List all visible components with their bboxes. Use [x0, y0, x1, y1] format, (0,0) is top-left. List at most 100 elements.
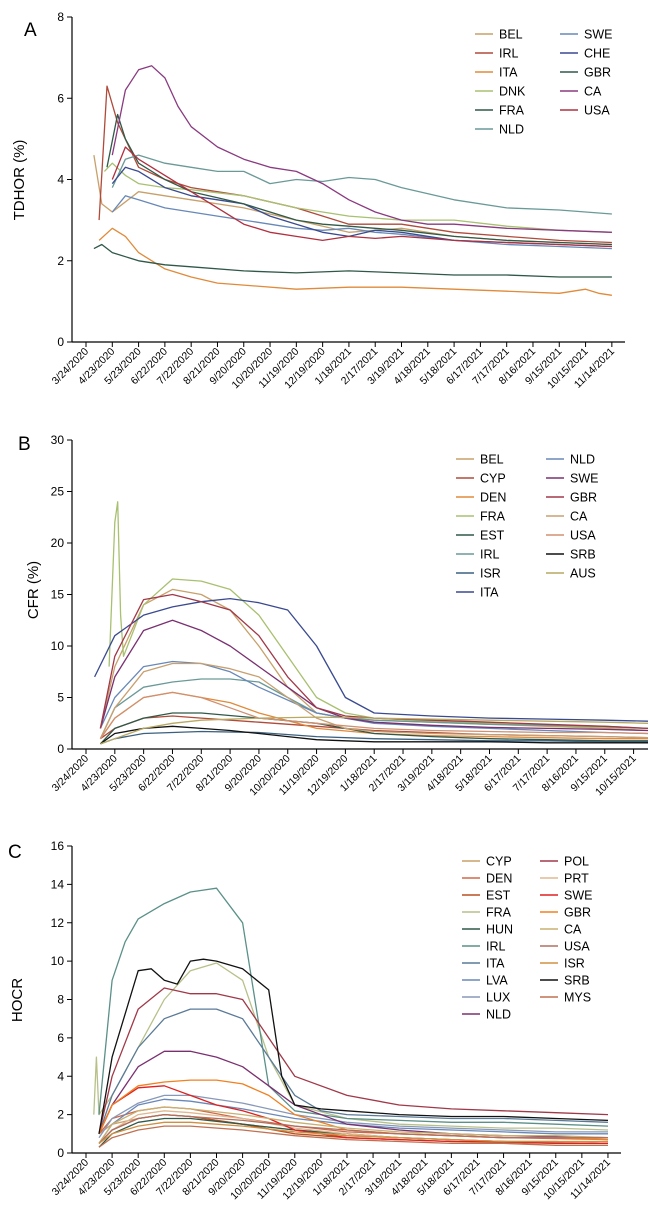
legend: CYP DEN EST FRA HUN IRL ITA LVA LUX NLD POL PRT SWE G… — [462, 855, 592, 1022]
legend-label-swe: SWE — [570, 472, 598, 486]
y-tick-label: 12 — [51, 916, 65, 930]
legend-label-nld: NLD — [570, 453, 595, 467]
legend-label-nld: NLD — [499, 123, 524, 137]
panel-b-plot: 0510152025303/24/20204/23/20205/23/20206… — [50, 433, 649, 798]
series-line-usa — [98, 1113, 608, 1144]
series-line-ita — [98, 227, 612, 296]
legend-label-den: DEN — [486, 872, 512, 886]
series-line-gbr — [99, 593, 649, 730]
series-line-nld — [111, 154, 612, 215]
legend-label-ca: CA — [570, 510, 588, 524]
panel-c-plot: 02468101214163/24/20204/23/20205/23/2020… — [50, 839, 621, 1202]
legend-label-srb: SRB — [564, 974, 590, 988]
series-line-ca — [111, 65, 612, 233]
series-line-dnk — [103, 162, 612, 233]
panel-c-letter: C — [8, 842, 22, 863]
panel-a: A TDHOR (%) 024683/24/20204/23/20205/23/… — [11, 10, 625, 391]
series-line-gbr — [106, 113, 612, 246]
y-tick-label: 4 — [57, 173, 64, 187]
y-tick-label: 25 — [51, 485, 65, 499]
series-line-nld — [99, 660, 649, 735]
series-line-irl — [99, 678, 649, 739]
series-line-lva — [98, 1098, 608, 1144]
panel-a-ylabel: TDHOR (%) — [11, 140, 28, 221]
panel-b: B CFR (%) 0510152025303/24/20204/23/2020… — [18, 433, 649, 798]
legend-label-pol: POL — [564, 855, 589, 869]
series-line-che — [111, 166, 612, 248]
legend-label-irl: IRL — [486, 940, 506, 954]
legend-label-dnk: DNK — [499, 85, 526, 99]
legend-label-aus: AUS — [570, 567, 596, 581]
legend-label-gbr: GBR — [570, 491, 597, 505]
legend-label-fra: FRA — [499, 104, 525, 118]
y-tick-label: 10 — [51, 639, 65, 653]
legend-label-fra: FRA — [480, 510, 506, 524]
series-line-bel — [93, 154, 612, 246]
series-line-isr — [100, 730, 648, 745]
series-line-fra — [93, 962, 609, 1131]
y-tick-label: 0 — [57, 742, 64, 756]
legend-label-swe: SWE — [584, 28, 612, 42]
legend-label-lva: LVA — [486, 974, 508, 988]
y-tick-label: 15 — [51, 588, 65, 602]
series-line-swe — [99, 619, 649, 732]
legend-label-srb: SRB — [570, 548, 596, 562]
panel-b-ylabel: CFR (%) — [25, 561, 42, 619]
series-line-mys — [98, 1125, 608, 1148]
panel-c-ylabel: HOCR — [9, 978, 26, 1022]
legend-label-ita: ITA — [486, 957, 505, 971]
y-tick-label: 6 — [57, 91, 64, 105]
legend-label-usa: USA — [570, 529, 596, 543]
series-line-pol — [98, 987, 609, 1134]
legend-label-mys: MYS — [564, 991, 591, 1005]
y-tick-label: 8 — [57, 993, 64, 1007]
series-line-ca — [99, 662, 649, 739]
series-line-fra — [108, 501, 649, 730]
y-tick-label: 8 — [57, 10, 64, 24]
legend: BEL IRL ITA DNK FRA NLD SWE CHE GBR CA USA — [475, 28, 612, 137]
legend-label-che: CHE — [584, 47, 610, 61]
series-line-nld — [98, 1050, 609, 1139]
series-line-srb — [98, 958, 609, 1134]
legend-label-gbr: GBR — [584, 66, 611, 80]
legend-label-ca: CA — [584, 85, 602, 99]
series-line-usa — [99, 691, 649, 740]
legend-label-isr: ISR — [564, 957, 585, 971]
legend-label-den: DEN — [480, 491, 506, 505]
series-line-aus — [100, 716, 649, 745]
y-tick-label: 10 — [51, 954, 65, 968]
legend-label-irl: IRL — [499, 47, 519, 61]
legend-label-ca: CA — [564, 923, 582, 937]
legend-label-est: EST — [486, 889, 511, 903]
legend-label-nld: NLD — [486, 1008, 511, 1022]
legend-label-bel: BEL — [499, 28, 523, 42]
legend-label-est: EST — [480, 529, 505, 543]
legend-label-usa: USA — [584, 104, 610, 118]
panel-b-letter: B — [18, 434, 31, 455]
legend-label-ita: ITA — [480, 586, 499, 600]
legend-label-prt: PRT — [564, 872, 589, 886]
legend-label-fra: FRA — [486, 906, 512, 920]
y-tick-label: 0 — [57, 1146, 64, 1160]
series-line-isr — [98, 1121, 608, 1144]
series-line-fra — [93, 243, 612, 278]
panel-a-plot: 024683/24/20204/23/20205/23/20206/22/202… — [50, 10, 625, 391]
legend-label-gbr: GBR — [564, 906, 591, 920]
legend-label-usa: USA — [564, 940, 590, 954]
series-line-lux — [98, 1094, 608, 1139]
series-line-swe — [111, 195, 612, 250]
series-line-bel — [99, 588, 649, 732]
legend: BEL CYP DEN FRA EST IRL ISR ITA NLD SWE GBR CA USA SR… — [456, 453, 598, 600]
y-tick-label: 2 — [57, 1108, 64, 1122]
y-tick-label: 20 — [51, 536, 65, 550]
panel-a-letter: A — [24, 20, 37, 41]
legend-label-lux: LUX — [486, 991, 511, 1005]
series-line-srb — [100, 725, 648, 745]
legend-label-cyp: CYP — [486, 855, 512, 869]
y-tick-label: 0 — [57, 335, 64, 349]
series-line-ita — [94, 597, 649, 722]
legend-label-hun: HUN — [486, 923, 513, 937]
y-tick-label: 16 — [51, 839, 65, 853]
y-tick-label: 2 — [57, 254, 64, 268]
